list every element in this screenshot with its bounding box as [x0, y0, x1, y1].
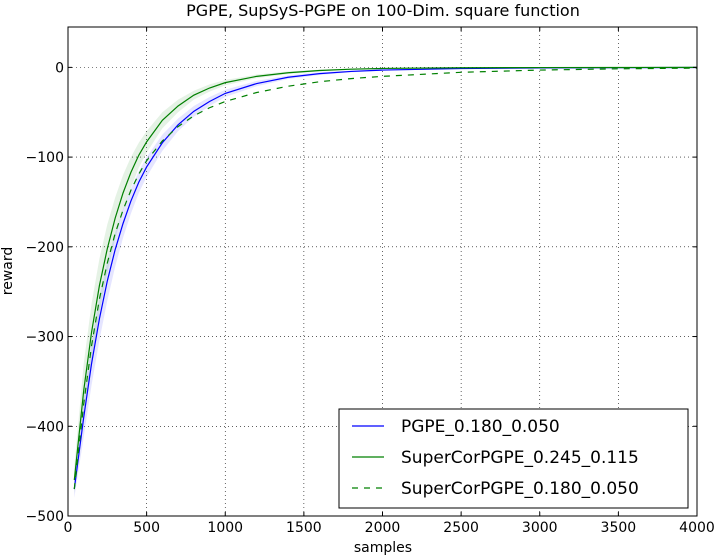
- legend-label-3: SuperCorPGPE_0.180_0.050: [401, 479, 639, 499]
- legend-box: [338, 408, 689, 509]
- x-tick-label: 4000: [679, 520, 715, 536]
- axis-ticks: 0 500 1000 1500 2000 2500 3000 3500 4000 −500 −400…: [26, 27, 715, 536]
- y-tick-label: 0: [55, 60, 64, 76]
- x-tick-label: 3000: [522, 520, 558, 536]
- series-line-1: [73, 66, 698, 490]
- series-lines: [73, 66, 698, 490]
- y-tick-label: −200: [26, 240, 64, 256]
- x-tick-label: 3500: [601, 520, 637, 536]
- y-tick-label: −300: [26, 330, 64, 346]
- series-line-2: [73, 66, 698, 481]
- x-tick-label: 2000: [365, 520, 401, 536]
- y-tick-label: −500: [26, 509, 64, 525]
- x-tick-label: 0: [64, 520, 73, 536]
- y-tick-label: −100: [26, 150, 64, 166]
- x-tick-label: 1500: [286, 520, 322, 536]
- y-axis-label: reward: [0, 247, 16, 296]
- x-tick-label: 500: [133, 520, 160, 536]
- legend-label-1: PGPE_0.180_0.050: [401, 417, 560, 437]
- chart-title: PGPE, SupSyS-PGPE on 100-Dim. square fun…: [186, 1, 580, 20]
- x-axis-label: samples: [354, 540, 412, 555]
- x-tick-label: 1000: [207, 520, 243, 536]
- y-tick-label: −400: [26, 419, 64, 435]
- legend-label-2: SuperCorPGPE_0.245_0.115: [401, 448, 639, 468]
- legend: PGPE_0.180_0.050 SuperCorPGPE_0.245_0.115…: [338, 408, 689, 509]
- x-tick-label: 2500: [443, 520, 479, 536]
